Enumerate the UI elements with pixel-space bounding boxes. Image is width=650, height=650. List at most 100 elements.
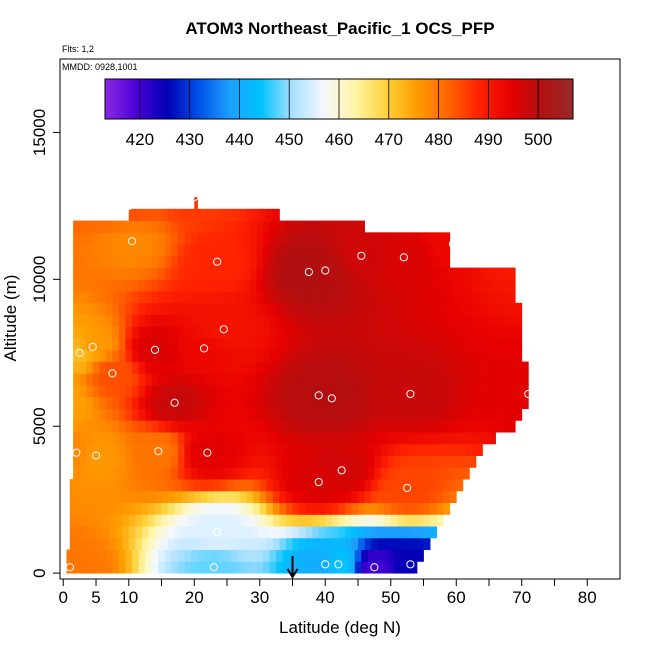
colorbar-swatch [205, 79, 209, 119]
colorbar-swatch [439, 79, 443, 119]
heatmap-cell [217, 373, 225, 386]
heatmap-cell [384, 537, 392, 551]
heatmap-cell [459, 408, 467, 421]
heatmap-cell [361, 326, 369, 339]
heatmap-cell [154, 479, 162, 492]
heatmap-cell [158, 549, 166, 562]
heatmap-cell [285, 479, 293, 492]
heatmap-cell [118, 255, 126, 268]
heatmap-cell [295, 361, 303, 374]
heatmap-cell [416, 537, 424, 551]
heatmap-cell [397, 479, 405, 492]
heatmap-cell [361, 302, 369, 315]
heatmap-cell [269, 302, 277, 315]
heatmap-cell [315, 408, 323, 421]
colorbar-swatch [544, 79, 548, 119]
colorbar-swatch [219, 79, 223, 119]
heatmap-cell [436, 479, 444, 492]
heatmap-cell [230, 443, 238, 457]
heatmap-cell [249, 338, 257, 351]
colorbar-swatch [467, 79, 471, 119]
heatmap-cell [420, 443, 428, 457]
heatmap-cell [341, 385, 349, 398]
heatmap-cell [466, 443, 474, 457]
heatmap-cell [161, 526, 169, 539]
heatmap-cell [452, 396, 460, 409]
heatmap-cell [145, 244, 153, 257]
heatmap-cell [485, 314, 493, 327]
heatmap-cell [472, 455, 477, 468]
heatmap-cell [256, 220, 264, 233]
heatmap-cell [420, 455, 428, 468]
heatmap-cell [387, 467, 395, 480]
heatmap-cell [122, 479, 130, 492]
heatmap-cell [485, 326, 493, 339]
heatmap-cell [426, 420, 434, 433]
colorbar-swatch [563, 79, 567, 119]
heatmap-cell [433, 279, 441, 292]
heatmap-cell [249, 255, 257, 268]
heatmap-cell [263, 326, 270, 339]
heatmap-cell [407, 455, 415, 468]
heatmap-cell [348, 561, 356, 574]
heatmap-cell [492, 302, 500, 315]
heatmap-cell [439, 385, 447, 398]
heatmap-cell [308, 326, 316, 339]
heatmap-cell [171, 432, 179, 445]
heatmap-cell [292, 526, 300, 539]
heatmap-cell [249, 361, 257, 374]
colorbar-swatch [537, 79, 541, 119]
heatmap-cell [217, 432, 225, 445]
heatmap-cell [321, 455, 329, 468]
y-tick-label: 15000 [30, 109, 49, 156]
heatmap-cell [171, 549, 179, 562]
heatmap-cell [387, 549, 395, 562]
heatmap-cell [171, 314, 179, 327]
heatmap-cell [407, 244, 415, 257]
heatmap-cell [99, 408, 107, 421]
heatmap-cell [321, 549, 329, 562]
heatmap-cell [312, 537, 320, 551]
colorbar-swatch [126, 79, 129, 119]
heatmap-cell [328, 314, 336, 327]
colorbar-swatch [128, 79, 132, 119]
heatmap-cell [380, 432, 388, 445]
heatmap-cell [213, 514, 221, 527]
heatmap-cell [86, 373, 94, 386]
heatmap-cell [439, 302, 447, 315]
heatmap-cell [194, 537, 202, 551]
heatmap-cell [109, 479, 117, 492]
heatmap-cell [89, 526, 97, 539]
heatmap-cell [171, 302, 179, 315]
heatmap-cell [249, 443, 257, 457]
heatmap-cell [164, 561, 172, 574]
heatmap-cell [413, 467, 421, 480]
heatmap-cell [151, 549, 159, 562]
heatmap-cell [361, 432, 369, 445]
heatmap-cell [407, 349, 415, 362]
heatmap-cell [439, 279, 447, 292]
heatmap-cell [328, 408, 336, 421]
heatmap-cell [249, 232, 257, 245]
heatmap-cell [138, 220, 146, 233]
heatmap-cell [109, 526, 117, 539]
heatmap-cell [256, 279, 264, 292]
colorbar-swatch [198, 79, 202, 119]
date-label: MMDD: 0928,1001 [62, 62, 138, 72]
heatmap-cell [217, 279, 225, 292]
colorbar-swatch [477, 79, 480, 119]
colorbar-swatch [189, 79, 192, 119]
heatmap-cell [426, 361, 434, 374]
heatmap-cell [400, 255, 408, 268]
heatmap-cell [394, 549, 401, 562]
heatmap-cell [282, 291, 290, 304]
heatmap-cell [253, 479, 261, 492]
heatmap-cell [233, 479, 241, 492]
heatmap-cell [266, 537, 274, 551]
heatmap-cell [132, 432, 139, 445]
heatmap-cell [223, 420, 231, 433]
heatmap-cell [446, 244, 451, 257]
colorbar-swatch [355, 79, 359, 119]
heatmap-cell [452, 408, 460, 421]
heatmap-cell [73, 396, 81, 409]
